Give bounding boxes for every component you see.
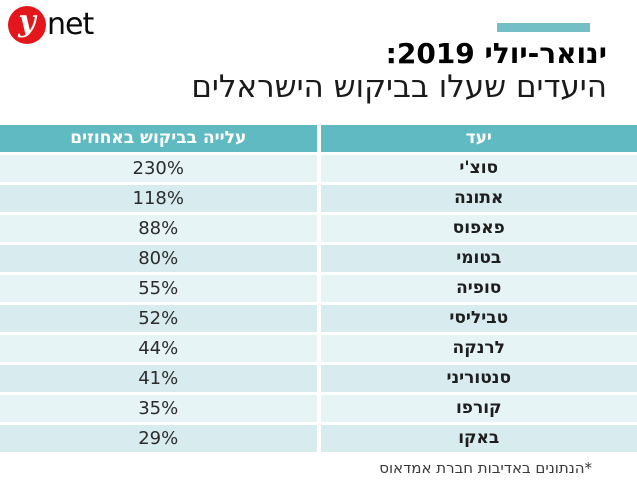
ynet-logo-y: y (18, 4, 36, 39)
destination-cell: בטומי (320, 244, 637, 272)
table-body: סוצ'י 230% אתונה 118% פאפוס 88% בטומי 80% סופיה 5… (0, 154, 637, 452)
destination-cell: קורפו (320, 394, 637, 422)
table-row: אתונה 118% (0, 184, 637, 212)
increase-cell: 118% (0, 184, 317, 212)
title-block: ינואר-יולי 2019: היעדים שעלו בביקוש הישר… (0, 23, 637, 106)
page-title-line1: ינואר-יולי 2019: (385, 37, 607, 70)
destination-cell: סוצ'י (320, 154, 637, 182)
accent-bar (497, 23, 590, 32)
increase-cell: 41% (0, 364, 317, 392)
data-credit: *הנתונים באדיבות חברת אמדאוס (379, 458, 592, 477)
page-title-line2: היעדים שעלו בביקוש הישראלים (191, 69, 607, 106)
ynet-logo-net: net (47, 7, 94, 42)
table-header-row: יעד עלייה בביקוש באחוזים (0, 124, 637, 152)
destination-cell: אתונה (320, 184, 637, 212)
increase-cell: 52% (0, 304, 317, 332)
table-row: סופיה 55% (0, 274, 637, 302)
increase-cell: 44% (0, 334, 317, 362)
table-row: לרנקה 44% (0, 334, 637, 362)
ynet-logo-circle-icon: y (8, 6, 46, 44)
column-header-destination: יעד (320, 124, 637, 152)
ynet-logo: y net (8, 6, 94, 44)
table-row: טביליסי 52% (0, 304, 637, 332)
table-row: בטומי 80% (0, 244, 637, 272)
column-header-increase: עלייה בביקוש באחוזים (0, 124, 317, 152)
increase-cell: 29% (0, 424, 317, 452)
table-row: סנטוריני 41% (0, 364, 637, 392)
destinations-table: יעד עלייה בביקוש באחוזים סוצ'י 230% אתונה 1… (0, 124, 637, 452)
destination-cell: סופיה (320, 274, 637, 302)
destination-cell: באקו (320, 424, 637, 452)
table-row: קורפו 35% (0, 394, 637, 422)
table-row: סוצ'י 230% (0, 154, 637, 182)
increase-cell: 55% (0, 274, 317, 302)
increase-cell: 230% (0, 154, 317, 182)
destination-cell: פאפוס (320, 214, 637, 242)
destination-cell: סנטוריני (320, 364, 637, 392)
increase-cell: 80% (0, 244, 317, 272)
destination-cell: לרנקה (320, 334, 637, 362)
increase-cell: 35% (0, 394, 317, 422)
table-row: פאפוס 88% (0, 214, 637, 242)
table-row: באקו 29% (0, 424, 637, 452)
destination-cell: טביליסי (320, 304, 637, 332)
increase-cell: 88% (0, 214, 317, 242)
